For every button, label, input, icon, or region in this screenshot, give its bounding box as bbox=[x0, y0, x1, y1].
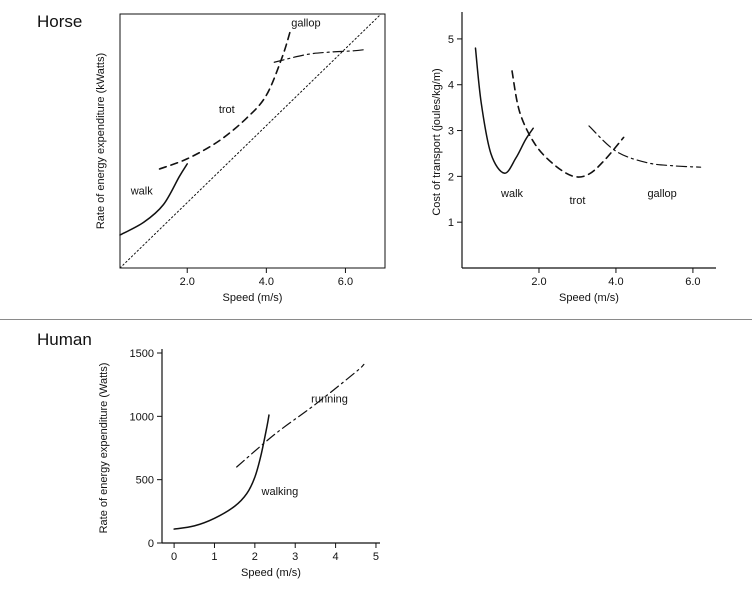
walking-annotation: walking bbox=[261, 486, 299, 498]
x-axis-label: Speed (m/s) bbox=[241, 567, 301, 579]
y-axis-label: Cost of transport (joules/kg/m) bbox=[431, 68, 443, 215]
y-tick-label: 1500 bbox=[130, 348, 154, 360]
trot-series-line bbox=[158, 30, 291, 170]
y-tick-label: 1 bbox=[448, 217, 454, 229]
walk-series-line bbox=[119, 163, 188, 236]
y-axis-label: Rate of energy expenditure (Watts) bbox=[98, 363, 110, 534]
trot-annotation: trot bbox=[219, 104, 235, 116]
section-divider bbox=[0, 319, 752, 320]
x-tick-label: 4.0 bbox=[608, 276, 623, 288]
trot-series-line bbox=[511, 70, 625, 178]
x-tick-label: 0 bbox=[171, 551, 177, 563]
x-tick-label: 1 bbox=[211, 551, 217, 563]
y-tick-label: 1000 bbox=[130, 411, 154, 423]
x-axis-label: Speed (m/s) bbox=[559, 292, 619, 304]
gallop-annotation: gallop bbox=[647, 188, 676, 200]
plot-frame bbox=[119, 13, 386, 269]
y-tick-label: 4 bbox=[448, 80, 454, 92]
x-tick-label: 4 bbox=[333, 551, 339, 563]
x-tick-label: 3 bbox=[292, 551, 298, 563]
y-tick-label: 5 bbox=[448, 34, 454, 46]
x-axis-label: Speed (m/s) bbox=[223, 292, 283, 304]
human-section-label: Human bbox=[37, 330, 92, 349]
x-tick-label: 5 bbox=[373, 551, 379, 563]
y-tick-label: 0 bbox=[148, 538, 154, 550]
horse-section-label: Horse bbox=[37, 12, 83, 31]
gallop-annotation: gallop bbox=[291, 18, 320, 30]
y-tick-label: 500 bbox=[136, 475, 154, 487]
walking-series-line bbox=[173, 414, 270, 530]
gallop-series-line bbox=[588, 125, 702, 168]
x-tick-label: 6.0 bbox=[685, 276, 700, 288]
running-annotation: running bbox=[311, 393, 348, 405]
walk-series-line bbox=[474, 47, 534, 174]
y-tick-label: 3 bbox=[448, 126, 454, 138]
gallop-series-line bbox=[273, 48, 366, 63]
y-tick-label: 2 bbox=[448, 171, 454, 183]
x-tick-label: 2.0 bbox=[531, 276, 546, 288]
trot-annotation: trot bbox=[570, 195, 586, 207]
running-series-line bbox=[236, 363, 365, 468]
walk-annotation: walk bbox=[130, 185, 154, 197]
x-tick-label: 2 bbox=[252, 551, 258, 563]
x-tick-label: 4.0 bbox=[259, 276, 274, 288]
x-tick-label: 2.0 bbox=[180, 276, 195, 288]
y-axis-label: Rate of energy expenditure (kWatts) bbox=[95, 53, 107, 229]
walk-annotation: walk bbox=[500, 188, 524, 200]
x-tick-label: 6.0 bbox=[338, 276, 353, 288]
reference-series-line bbox=[119, 13, 382, 269]
